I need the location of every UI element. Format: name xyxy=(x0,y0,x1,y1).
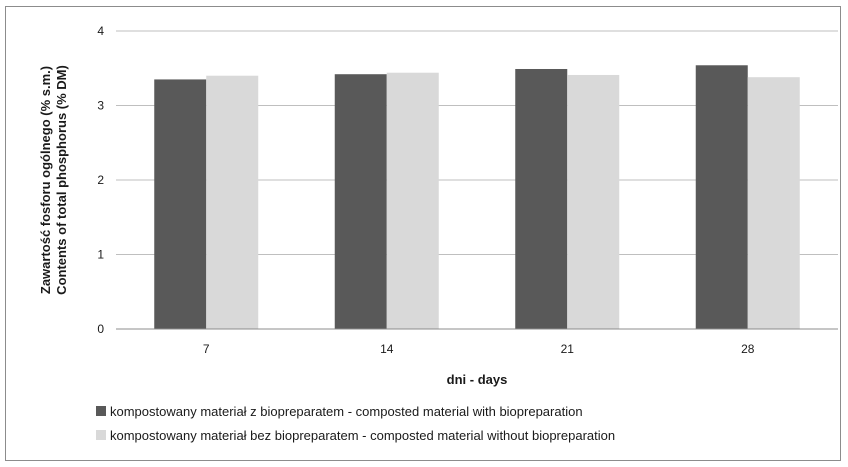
y-axis-title-line2: Contents of total phosphorus (% DM) xyxy=(54,65,69,295)
legend: kompostowany materiał z biopreparatem - … xyxy=(96,400,615,448)
y-axis-title-line1: Zawartość fosforu ogólnego (% s.m.) xyxy=(38,66,53,294)
bar-series-1 xyxy=(695,65,748,330)
bar-series-2 xyxy=(747,77,800,329)
y-tick-label: 0 xyxy=(97,322,104,336)
bar-series-2 xyxy=(386,72,439,329)
y-tick-label: 3 xyxy=(97,99,104,113)
y-tick-label: 2 xyxy=(97,173,104,187)
x-tick-label: 21 xyxy=(561,342,575,356)
legend-swatch-series-1 xyxy=(96,406,106,416)
x-tick-label: 14 xyxy=(380,342,394,356)
x-axis-title: dni - days xyxy=(447,372,508,387)
x-tick-label: 28 xyxy=(741,342,755,356)
y-tick-labels: 0 1 2 3 4 xyxy=(97,24,104,336)
legend-label-series-1: kompostowany materiał z biopreparatem - … xyxy=(110,403,583,419)
legend-label-series-2: kompostowany materiał bez biopreparatem … xyxy=(110,427,616,443)
bar-series-1 xyxy=(154,79,207,329)
bar-series-2 xyxy=(206,75,259,329)
bar-series-1 xyxy=(515,68,568,330)
legend-swatch-series-2 xyxy=(96,430,106,440)
bar-series-1 xyxy=(334,74,387,330)
x-tick-label: 7 xyxy=(203,342,210,356)
bar-series-2 xyxy=(567,74,620,329)
legend-item-series-1: kompostowany materiał z biopreparatem - … xyxy=(96,400,615,422)
x-tick-labels: 7 14 21 28 xyxy=(203,342,755,356)
y-tick-label: 4 xyxy=(97,24,104,38)
y-tick-label: 1 xyxy=(97,248,104,262)
legend-item-series-2: kompostowany materiał bez biopreparatem … xyxy=(96,424,615,446)
bars xyxy=(154,65,800,330)
